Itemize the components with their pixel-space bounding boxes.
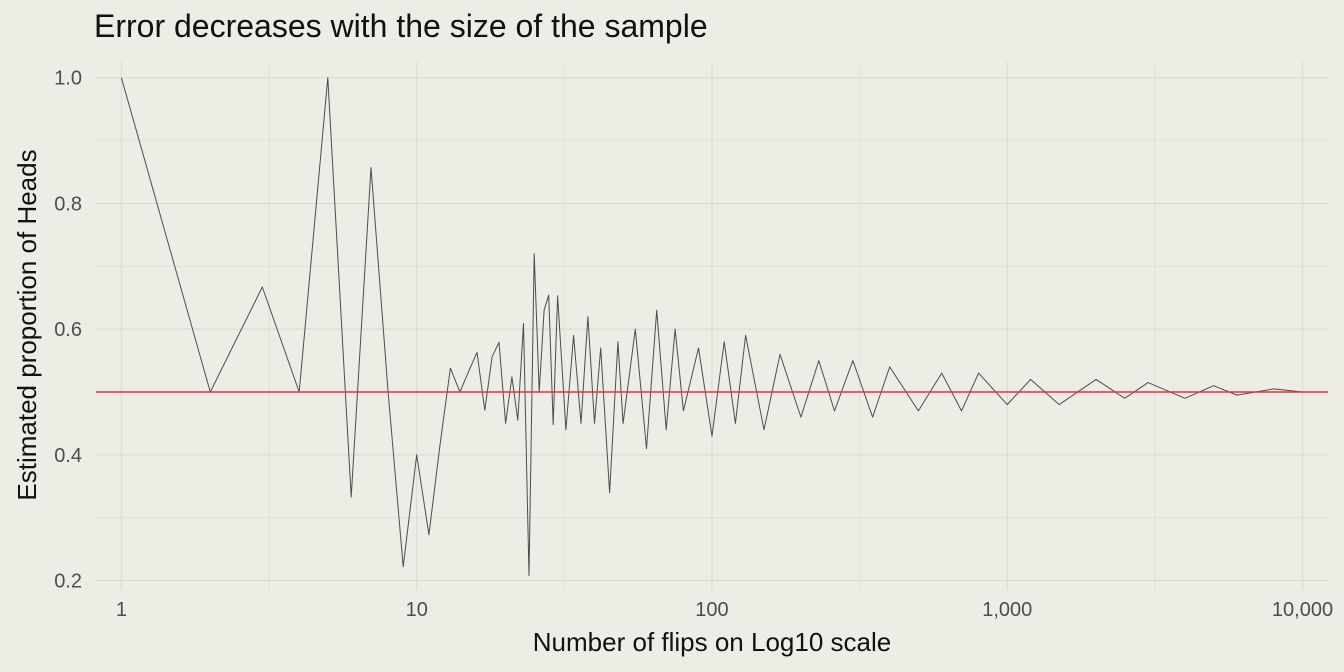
x-tick-label: 1,000 (982, 599, 1032, 621)
data-series (96, 77, 1328, 576)
y-tick-label: 0.2 (54, 571, 82, 593)
x-tick-label: 1 (116, 599, 127, 621)
y-tick-label: 0.6 (54, 319, 82, 341)
chart-title: Error decreases with the size of the sam… (94, 8, 708, 44)
y-tick-label: 0.4 (54, 445, 82, 467)
axes: 0.2 0.4 0.6 0.8 1.0 1 10 100 1,000 10,000 (54, 68, 1333, 621)
x-tick-label: 100 (695, 599, 728, 621)
y-tick-label: 1.0 (54, 68, 82, 90)
grid-lines (96, 62, 1328, 590)
running-proportion-line (120, 77, 1303, 576)
x-tick-label: 10 (406, 599, 428, 621)
x-axis-title: Number of flips on Log10 scale (533, 627, 891, 657)
y-tick-label: 0.8 (54, 193, 82, 215)
y-axis-title: Estimated proportion of Heads (12, 149, 42, 500)
x-tick-label: 10,000 (1272, 599, 1333, 621)
